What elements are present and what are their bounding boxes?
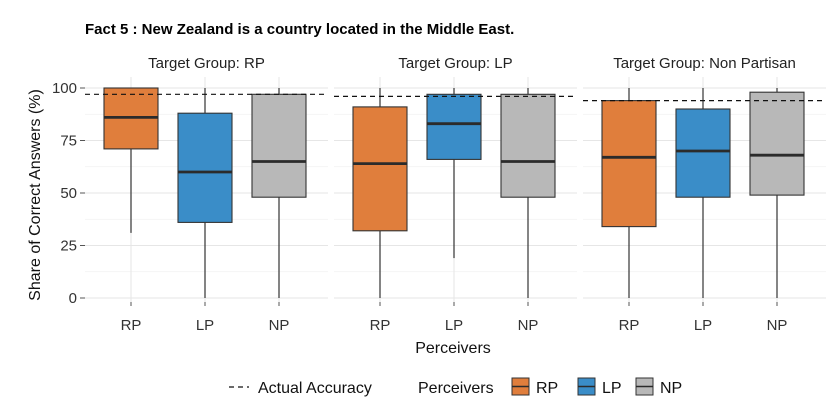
y-tick-label: 50: [60, 185, 77, 202]
box-rp: [103, 87, 159, 233]
chart-title: Fact 5 : New Zealand is a country locate…: [85, 21, 514, 38]
box-iqr: [251, 93, 307, 198]
legend-item-label: RP: [536, 380, 558, 397]
box-np: [749, 88, 805, 298]
facet-strip-label: Target Group: Non Partisan: [613, 55, 796, 72]
box-lp: [177, 88, 233, 298]
legend-fill-title: Perceivers: [418, 380, 494, 397]
legend-item-label: NP: [660, 380, 682, 397]
facet-panels: Target Group: RP RP LP NP Target Group: LP RP…: [85, 55, 826, 334]
x-tick-label: RP: [121, 317, 142, 334]
box-iqr: [601, 100, 657, 228]
box-lp: [675, 88, 731, 298]
y-tick-label: 100: [52, 80, 77, 97]
facet-panel: Target Group: Non Partisan RP LP NP: [583, 55, 826, 334]
x-tick-label: RP: [370, 317, 391, 334]
legend-line-label: Actual Accuracy: [258, 380, 372, 397]
x-tick-label: LP: [445, 317, 463, 334]
facet-panel: Target Group: RP RP LP NP: [85, 55, 328, 334]
box-rp: [352, 88, 408, 298]
legend: Actual Accuracy Perceivers RP LP NP: [229, 377, 682, 397]
box-iqr: [426, 93, 482, 160]
y-tick-label: 75: [60, 133, 77, 150]
box-np: [251, 88, 307, 298]
box-iqr: [749, 91, 805, 196]
box-iqr: [352, 106, 408, 232]
legend-item-label: LP: [602, 380, 622, 397]
x-tick-label: LP: [196, 317, 214, 334]
box-iqr: [675, 108, 731, 198]
y-tick-label: 25: [60, 238, 77, 255]
x-tick-label: LP: [694, 317, 712, 334]
x-tick-label: NP: [269, 317, 290, 334]
facet-panel: Target Group: LP RP LP NP: [334, 55, 577, 334]
x-tick-label: RP: [619, 317, 640, 334]
box-lp: [426, 88, 482, 259]
box-rp: [601, 88, 657, 298]
box-iqr: [500, 93, 556, 198]
box-iqr: [177, 112, 233, 223]
y-axis-title: Share of Correct Answers (%): [27, 89, 44, 301]
box-np: [500, 88, 556, 298]
x-axis-title: Perceivers: [415, 340, 491, 357]
y-axis: 0 25 50 75 100: [52, 80, 85, 307]
x-tick-label: NP: [518, 317, 539, 334]
facet-strip-label: Target Group: LP: [398, 55, 512, 72]
x-tick-label: NP: [767, 317, 788, 334]
facet-strip-label: Target Group: RP: [148, 55, 265, 72]
y-tick-label: 0: [69, 290, 77, 307]
